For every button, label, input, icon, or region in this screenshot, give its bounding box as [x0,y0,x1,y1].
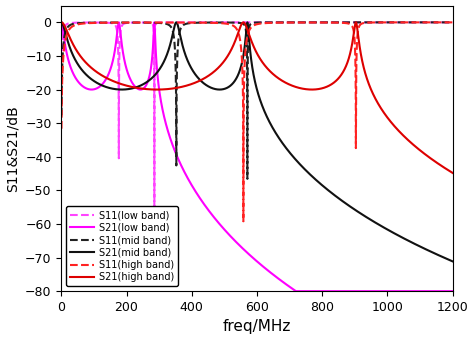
S21(high band) [293,85,299,89]
Line: S11(high band): S11(high band) [62,22,453,221]
S11(high band) [293,20,299,24]
S11(high band) [240,219,246,223]
S21(high band) [208,72,214,76]
S21(low band) [152,20,157,24]
S11(low band) [351,20,356,24]
S21(low band) [293,289,299,293]
Line: S11(low band): S11(low band) [62,22,453,234]
S21(low band) [130,81,136,85]
S11(low band) [450,20,456,24]
S11(mid band) [130,20,136,24]
S21(mid band) [351,207,356,211]
S11(mid band) [351,20,356,24]
S11(low band) [293,20,299,24]
S11(mid band) [313,20,319,24]
S21(high band) [351,34,356,38]
Line: S21(mid band): S21(mid band) [62,22,453,261]
S21(mid band) [380,225,386,229]
S11(high band) [313,20,319,24]
S21(mid band) [313,178,319,182]
S21(high band) [240,20,246,24]
S11(low band) [380,20,386,24]
S21(mid band) [208,86,214,90]
Line: S21(high band): S21(high band) [62,22,453,173]
S21(high band) [59,20,64,24]
S11(high band) [208,21,214,25]
S11(low band) [208,20,214,24]
S11(low band) [59,93,64,97]
S11(high band) [380,20,386,24]
S21(mid band) [293,158,299,162]
S21(high band) [130,85,136,89]
S21(mid band) [245,20,250,24]
S11(mid band) [450,20,456,24]
Legend: S11(low band), S21(low band), S11(mid band), S21(mid band), S11(high band), S21(: S11(low band), S21(low band), S11(mid ba… [66,206,178,286]
S21(low band) [351,289,356,293]
S21(low band) [59,20,64,24]
S11(mid band) [293,20,299,24]
S21(low band) [293,289,299,293]
S11(mid band) [380,20,386,24]
S21(low band) [313,289,319,293]
S21(mid band) [450,259,456,264]
Line: S11(mid band): S11(mid band) [62,22,453,179]
S21(mid band) [130,86,136,90]
X-axis label: freq/MHz: freq/MHz [223,320,291,335]
S11(low band) [130,20,136,24]
S21(high band) [450,171,456,175]
S11(mid band) [208,20,214,24]
S11(high band) [450,20,456,24]
S11(low band) [152,232,157,236]
S21(low band) [208,211,214,216]
S11(high band) [351,28,356,32]
S21(mid band) [59,20,64,24]
S21(low band) [450,289,456,293]
S21(low band) [380,289,386,293]
S11(mid band) [59,113,64,117]
S11(mid band) [245,177,250,181]
S21(high band) [313,87,319,91]
Y-axis label: S11&S21/dB: S11&S21/dB [6,105,19,192]
S11(high band) [130,20,136,24]
S11(high band) [59,126,64,131]
Line: S21(low band): S21(low band) [62,22,453,291]
S11(low band) [313,20,319,24]
S21(high band) [380,109,386,114]
